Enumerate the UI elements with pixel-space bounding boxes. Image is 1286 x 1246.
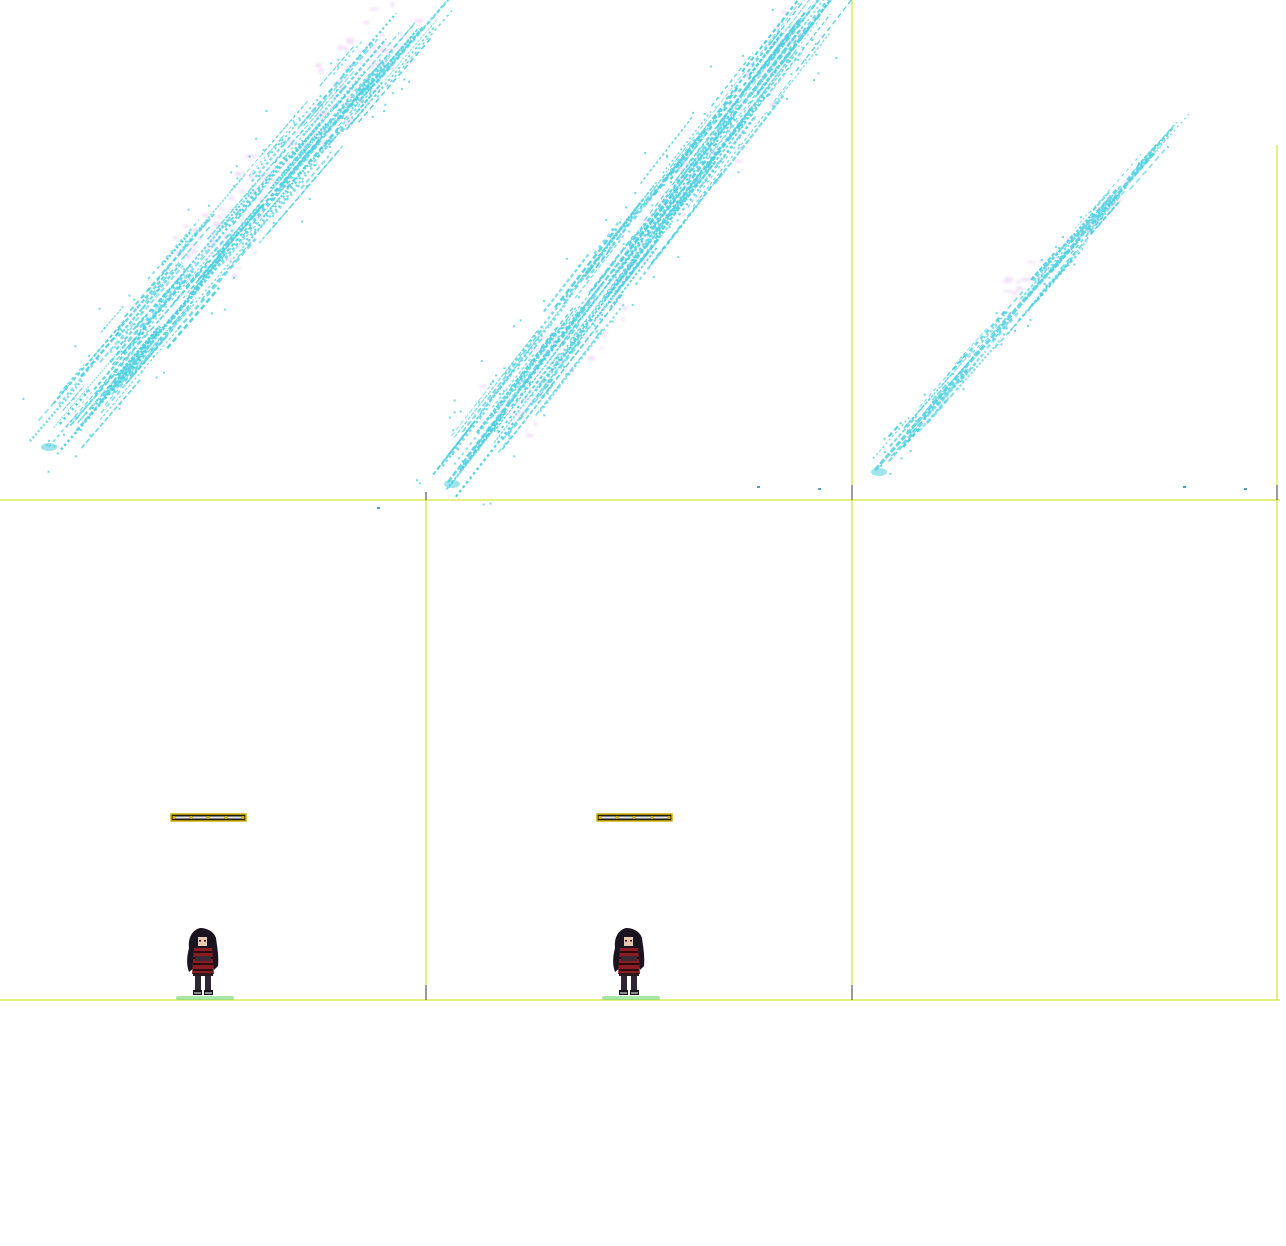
debris-pixel (377, 507, 380, 509)
frame-2-lightning-slash (415, 0, 853, 506)
slash-streaks (28, 0, 453, 451)
slash-streaks (432, 0, 853, 498)
debris-pixel (757, 486, 760, 488)
debris-pixel (1244, 488, 1247, 490)
slash-origin-splash (871, 468, 887, 476)
character-sprite (187, 928, 219, 995)
slash-origin-splash (41, 443, 57, 451)
slash-origin-splash (444, 480, 460, 488)
slash-streaks (872, 111, 1191, 463)
ground-shadow (176, 996, 234, 1000)
frame-3-lightning-slash-thin (871, 111, 1191, 476)
character-sprite (613, 928, 645, 995)
slash-core (873, 151, 1157, 471)
slash-core (447, 29, 801, 483)
frame-5-character-idle (596, 813, 673, 1000)
ground-shadow (602, 996, 660, 1000)
frame-4-character-idle (170, 813, 247, 1000)
debris-pixel (818, 488, 821, 490)
frame-1-lightning-slash (22, 0, 453, 473)
health-bar (170, 813, 247, 822)
debris-pixel (1183, 486, 1186, 488)
frame-guide-lines (0, 0, 1280, 1001)
health-bar (596, 813, 673, 822)
